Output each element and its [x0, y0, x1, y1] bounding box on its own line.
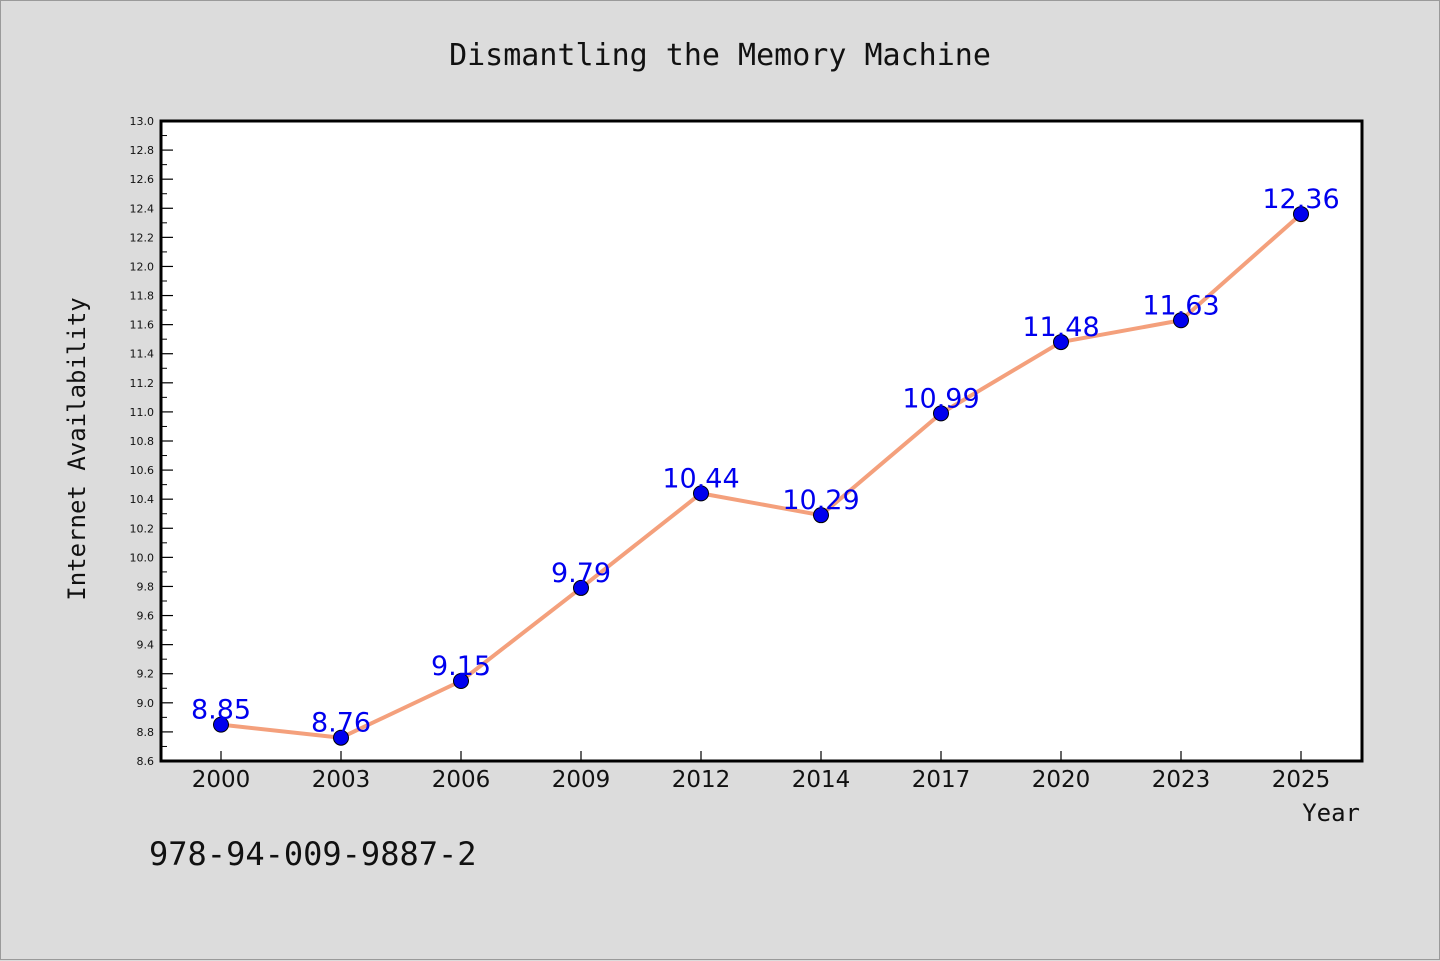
data-point	[1053, 334, 1069, 351]
y-tick-label: 9.6	[137, 610, 155, 623]
y-tick-label: 9.2	[137, 668, 155, 681]
x-tick-label: 2020	[1032, 767, 1091, 793]
y-tick-label: 11.6	[130, 319, 155, 332]
y-tick-label: 8.6	[137, 755, 155, 768]
y-tick-label: 12.6	[130, 173, 155, 186]
x-tick-label: 2003	[312, 767, 371, 793]
plot-area	[159, 119, 1364, 763]
y-tick-label: 12.8	[130, 144, 155, 157]
data-label: 10.44	[662, 463, 739, 494]
y-tick-label: 8.8	[137, 726, 155, 739]
data-label: 11.63	[1142, 290, 1219, 321]
data-label: 9.15	[431, 651, 491, 682]
data-label: 12.36	[1262, 184, 1339, 215]
x-tick-label: 2014	[792, 767, 851, 793]
y-tick-label: 11.8	[130, 290, 155, 303]
isbn-text: 978-94-009-9887-2	[149, 835, 477, 873]
y-tick-label: 13.0	[130, 115, 155, 128]
x-tick-label: 2000	[192, 767, 251, 793]
y-tick-label: 9.8	[137, 580, 155, 593]
y-tick-label: 10.2	[130, 522, 155, 535]
x-tick-label: 2017	[912, 767, 971, 793]
y-tick-label: 12.0	[130, 260, 155, 273]
y-tick-label: 10.0	[130, 551, 155, 564]
x-tick-label: 2012	[672, 767, 731, 793]
data-label: 10.29	[782, 485, 859, 516]
data-point	[1293, 206, 1309, 223]
x-tick-label: 2023	[1152, 767, 1211, 793]
series-layer: 8.85 8.76 9.15 9.79 10.44 10.29 10.99 11.48 11.6…	[191, 184, 1340, 746]
data-point	[213, 716, 229, 733]
y-tick-label: 9.4	[137, 639, 155, 652]
y-tick-label: 11.2	[130, 377, 155, 390]
y-tick-label: 9.0	[137, 697, 155, 710]
data-point	[693, 485, 709, 502]
data-point	[813, 507, 829, 524]
data-point	[453, 673, 469, 689]
data-label: 8.85	[191, 695, 251, 726]
data-label: 11.48	[1022, 312, 1099, 343]
y-tick-label: 10.4	[130, 493, 155, 506]
data-point	[573, 579, 589, 596]
x-tick-label: 2006	[432, 767, 491, 793]
y-tick-label: 12.4	[130, 202, 155, 215]
y-axis: 8.6 8.8 9.0 9.2 9.4 9.6 9.8 10.0 10.2 10.4 10.6 10.…	[130, 115, 173, 768]
data-label: 8.76	[311, 708, 371, 739]
x-axis: 2000 2003 2006 2009 2012 2014 2017 2020 2023 2025	[192, 751, 1331, 793]
y-tick-label: 11.0	[130, 406, 155, 419]
y-tick-label: 11.4	[130, 348, 155, 361]
y-tick-label: 10.6	[130, 464, 155, 477]
data-label: 10.99	[902, 383, 979, 414]
data-point	[933, 405, 949, 422]
y-axis-label: Internet Availability	[63, 297, 91, 600]
chart-title: Dismantling the Memory Machine	[449, 38, 991, 73]
data-point	[333, 729, 349, 746]
y-tick-label: 12.2	[130, 231, 155, 244]
x-axis-label: Year	[1302, 799, 1360, 827]
x-tick-label: 2009	[552, 767, 611, 793]
data-point	[1173, 312, 1189, 329]
series-line	[220, 212, 1303, 740]
x-tick-label: 2025	[1272, 767, 1331, 793]
y-tick-label: 10.8	[130, 435, 155, 448]
data-label: 9.79	[551, 558, 611, 589]
